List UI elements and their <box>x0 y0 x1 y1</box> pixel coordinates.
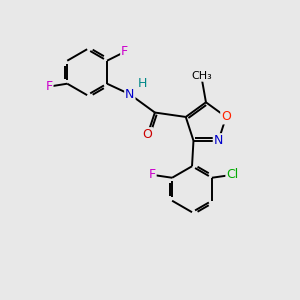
Text: O: O <box>142 128 152 141</box>
Text: N: N <box>214 134 223 147</box>
Text: O: O <box>221 110 231 123</box>
Text: CH₃: CH₃ <box>191 71 212 81</box>
Text: F: F <box>148 168 156 181</box>
Text: F: F <box>45 80 52 93</box>
Text: Cl: Cl <box>226 168 238 181</box>
Text: F: F <box>121 45 128 58</box>
Text: H: H <box>137 77 147 91</box>
Text: N: N <box>125 88 134 101</box>
